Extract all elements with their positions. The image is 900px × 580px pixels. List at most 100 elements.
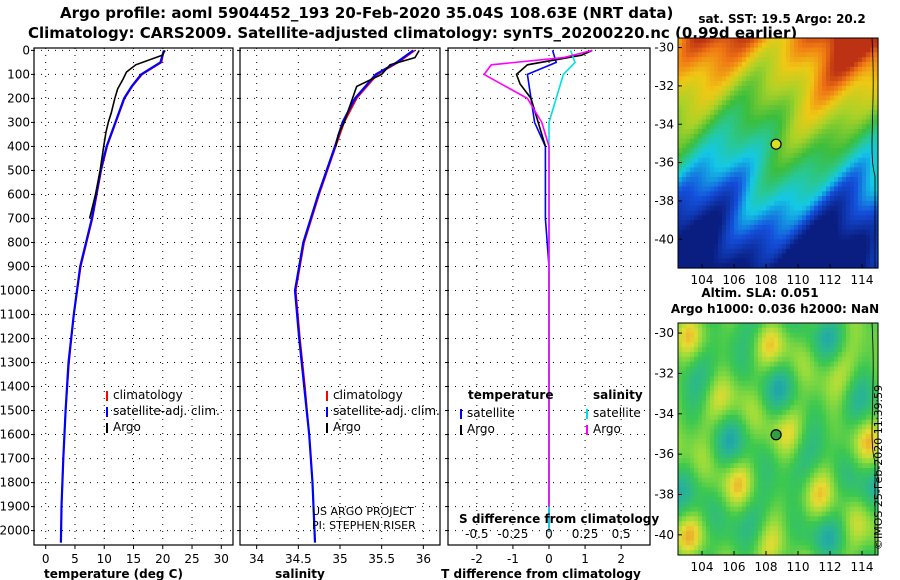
map-cell <box>818 424 823 430</box>
map-cell <box>862 434 867 440</box>
map-cell <box>866 458 871 464</box>
map-cell <box>730 81 735 87</box>
map-cell <box>698 497 703 503</box>
map-cell <box>710 263 715 269</box>
map-cell <box>834 62 839 68</box>
map-cell <box>754 376 759 382</box>
map-cell <box>694 419 699 426</box>
map-cell <box>746 244 751 250</box>
map-cell <box>790 244 795 250</box>
map-cell <box>722 100 727 106</box>
map-cell <box>822 172 827 178</box>
map-cell <box>806 205 811 212</box>
map-cell <box>822 414 827 421</box>
map-cell <box>810 332 815 339</box>
map-cell <box>726 323 731 329</box>
map-cell <box>786 239 791 245</box>
map-cell <box>846 366 851 372</box>
map-cell <box>798 162 803 168</box>
map-cell <box>710 148 715 154</box>
map-cell <box>846 95 851 101</box>
series-line-sal <box>293 49 414 543</box>
map-cell <box>730 263 735 269</box>
map-cell <box>862 224 867 231</box>
map-cell <box>770 424 775 430</box>
map-cell <box>762 506 767 513</box>
map-cell <box>786 371 791 377</box>
map-cell <box>690 376 695 382</box>
map-cell <box>822 186 827 192</box>
map-cell <box>866 148 871 154</box>
map-cell <box>818 234 823 240</box>
map-cell <box>810 347 815 353</box>
map-cell <box>846 376 851 382</box>
map-cell <box>750 458 755 464</box>
map-cell <box>790 395 795 401</box>
map-cell <box>726 443 731 450</box>
map-cell <box>694 332 699 339</box>
map-cell <box>778 196 783 202</box>
map-cell <box>734 81 739 87</box>
map-cell <box>862 191 867 197</box>
map-cell <box>726 497 731 503</box>
map-cell <box>774 376 779 382</box>
map-cell <box>722 119 727 125</box>
map-cell <box>706 76 711 82</box>
map-cell <box>758 215 763 221</box>
map-cell <box>730 385 735 392</box>
map-cell <box>790 62 795 68</box>
map-cell <box>678 100 683 106</box>
map-cell <box>686 105 691 111</box>
depth-tick-label: 500 <box>7 163 30 177</box>
map-cell <box>802 196 807 202</box>
map-cell <box>682 395 687 401</box>
map-cell <box>746 95 751 101</box>
map-cell <box>854 381 859 387</box>
map-cell <box>846 81 851 87</box>
map-cell <box>774 323 779 329</box>
map-cell <box>790 229 795 236</box>
map-cell <box>770 196 775 202</box>
map-cell <box>814 497 819 503</box>
map-cell <box>834 81 839 87</box>
map-cell <box>806 172 811 178</box>
map-cell <box>730 545 735 551</box>
map-cell <box>730 492 735 498</box>
map-cell <box>718 400 723 406</box>
map-cell <box>802 385 807 392</box>
map-cell <box>774 453 779 459</box>
map-cell <box>802 371 807 377</box>
map-cell <box>762 463 767 469</box>
map-cell <box>802 248 807 255</box>
map-cell <box>702 85 707 92</box>
map-cell <box>726 482 731 488</box>
map-cell <box>690 332 695 339</box>
map-cell <box>766 390 771 397</box>
map-cell <box>810 62 815 68</box>
map-cell <box>806 414 811 421</box>
map-cell <box>682 405 687 411</box>
map-cell <box>706 477 711 484</box>
map-cell <box>874 458 879 464</box>
map-cell <box>846 248 851 255</box>
map-cell <box>854 109 859 116</box>
map-cell <box>826 516 831 522</box>
map-cell <box>682 191 687 197</box>
map-cell <box>838 535 843 542</box>
map-cell <box>842 57 847 63</box>
map-cell <box>834 337 839 343</box>
map-cell <box>718 133 723 140</box>
map-cell <box>786 521 791 527</box>
map-cell <box>818 244 823 250</box>
map-cell <box>834 410 839 416</box>
map-cell <box>762 85 767 92</box>
map-cell <box>694 463 699 469</box>
map-cell <box>766 424 771 430</box>
map-cell <box>802 414 807 421</box>
map-cell <box>830 361 835 368</box>
map-cell <box>810 114 815 121</box>
map-cell <box>798 516 803 522</box>
map-cell <box>870 57 875 63</box>
map-cell <box>710 162 715 168</box>
map-cell <box>686 501 691 508</box>
